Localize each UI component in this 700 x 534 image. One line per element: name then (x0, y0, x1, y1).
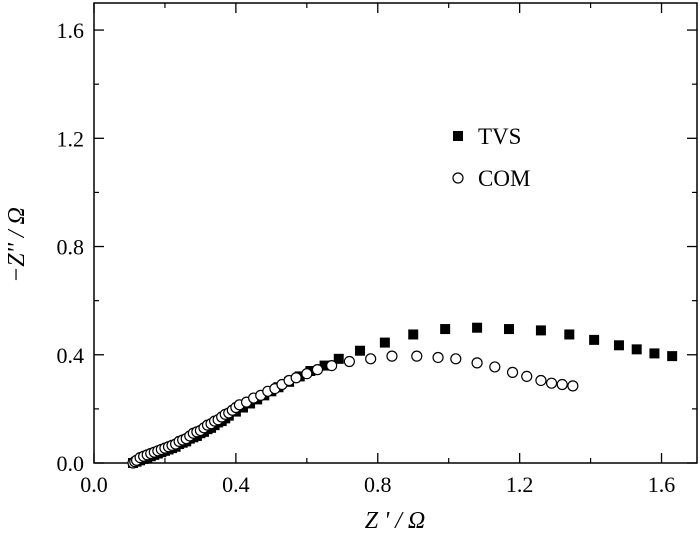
data-point-tvs (649, 348, 660, 359)
x-tick-label: 0.0 (80, 472, 108, 497)
legend: TVS COM (452, 124, 530, 191)
data-point-com (301, 368, 313, 380)
data-point-tvs (319, 360, 330, 371)
data-point-tvs (631, 344, 642, 355)
data-point-com (545, 377, 558, 389)
legend-marker-tvs (453, 131, 463, 141)
x-tick-label: 0.4 (222, 472, 250, 497)
data-point-com (450, 353, 462, 365)
axis-ticks (93, 3, 697, 464)
y-tick-label: 0.0 (57, 451, 85, 476)
data-point-tvs (440, 324, 451, 335)
data-point-com (471, 357, 483, 369)
y-tick-label: 0.4 (57, 343, 85, 368)
legend-label-com: COM (478, 166, 530, 191)
plot-frame (93, 2, 698, 464)
data-point-tvs (472, 322, 483, 333)
data-point-tvs (379, 337, 390, 348)
data-point-com (521, 370, 533, 383)
x-axis-label: Z ' / Ω (365, 508, 426, 534)
y-tick-label: 1.6 (57, 18, 85, 43)
y-tick-label: 0.8 (57, 235, 85, 260)
data-point-com (365, 353, 377, 365)
data-point-com (343, 355, 355, 368)
data-marks (127, 322, 678, 469)
data-point-tvs (564, 329, 575, 340)
data-point-com (489, 361, 501, 373)
data-point-com (311, 364, 324, 376)
data-point-com (506, 366, 519, 378)
data-point-com (386, 350, 398, 362)
data-point-tvs (333, 353, 344, 364)
data-point-com (432, 351, 444, 364)
data-point-com (567, 380, 579, 392)
series-com (127, 350, 579, 469)
y-axis-label: −Z'' / Ω (4, 207, 30, 283)
data-point-com (411, 350, 423, 362)
y-tick-label: 1.2 (57, 126, 85, 151)
data-point-com (535, 374, 547, 387)
data-point-tvs (667, 351, 678, 362)
data-point-tvs (589, 334, 600, 345)
x-tick-label: 1.6 (648, 472, 676, 497)
data-point-com (290, 372, 302, 384)
data-point-tvs (355, 345, 366, 356)
data-point-tvs (504, 324, 515, 335)
data-point-tvs (535, 325, 546, 336)
data-point-com (556, 378, 568, 391)
data-point-tvs (408, 329, 419, 340)
x-tick-label: 1.2 (506, 472, 534, 497)
data-point-tvs (613, 340, 624, 351)
x-tick-label: 0.8 (364, 472, 392, 497)
series-tvs (128, 322, 678, 468)
legend-marker-com (452, 172, 464, 184)
tick-labels: 0.0 0.4 0.8 1.2 1.6 0.0 0.4 0.8 1.2 1.6 (57, 18, 676, 497)
data-point-com (326, 359, 338, 372)
legend-label-tvs: TVS (478, 124, 521, 149)
